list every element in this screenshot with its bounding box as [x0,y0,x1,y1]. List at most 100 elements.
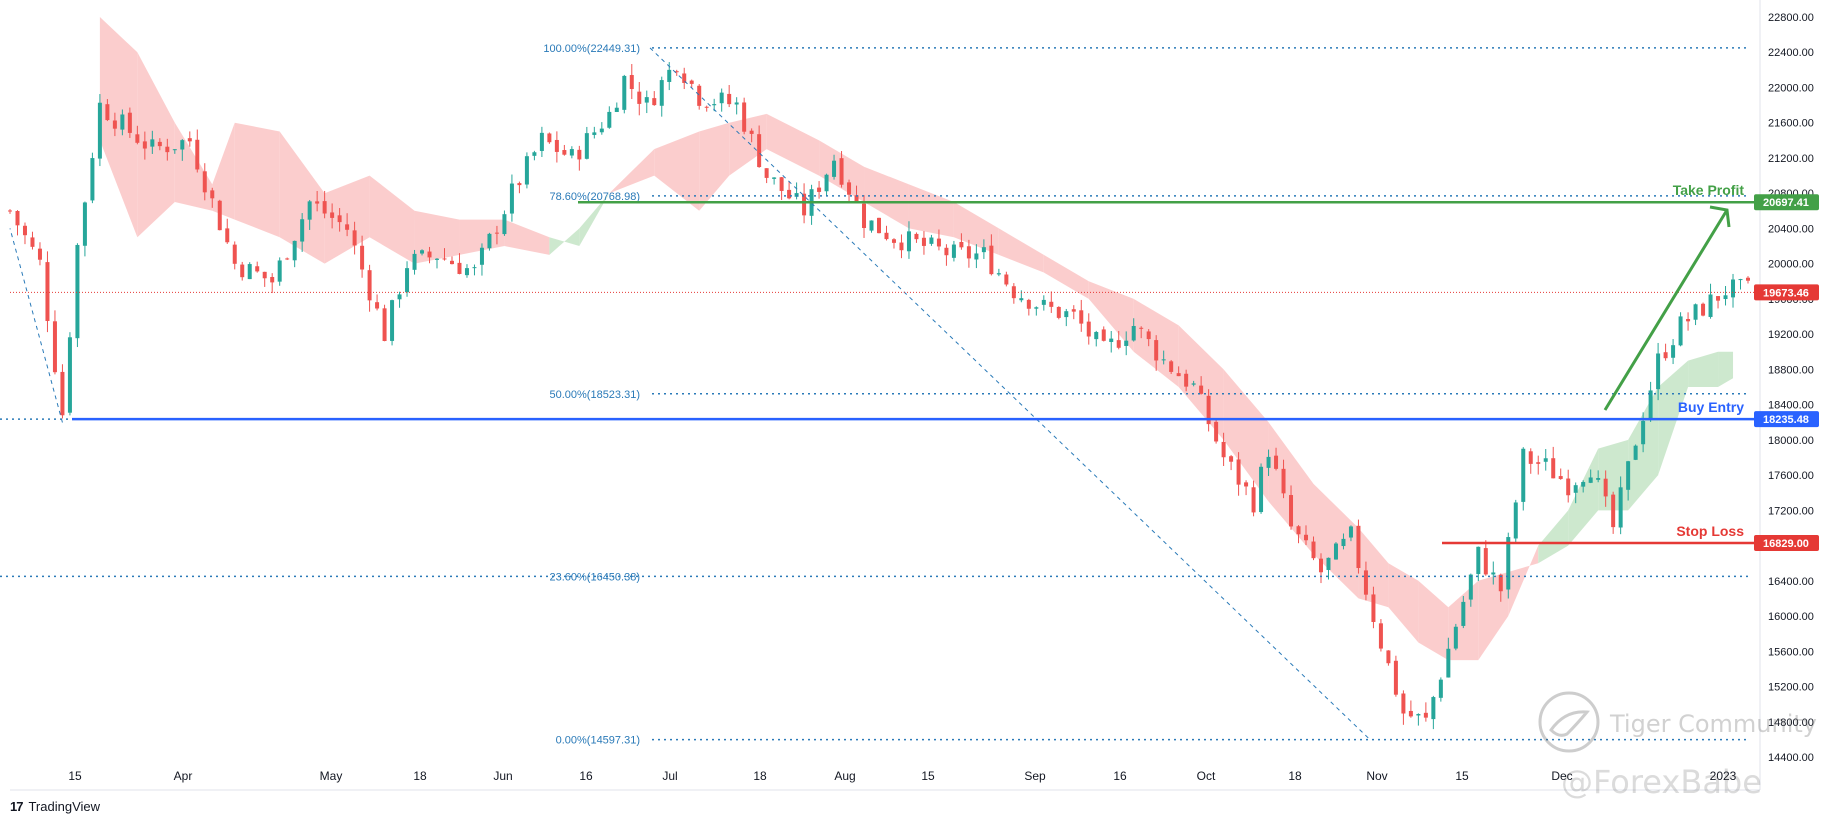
candle-body [1401,693,1406,714]
candle-body [727,93,732,105]
x-tick-label: 15 [68,769,82,783]
candle-body [375,302,380,309]
candle-down [547,132,552,144]
candle-up [464,264,469,278]
candle-body [1513,502,1518,539]
candle-body [906,231,911,252]
candle-body [757,134,762,168]
candle-body [15,210,20,226]
candle-body [787,189,792,199]
candle-body [457,262,462,274]
candle-up [869,220,874,233]
candle-body [959,241,964,248]
y-tick-label: 15600.00 [1768,646,1814,658]
candle-down [966,239,971,268]
candle-down [322,190,327,219]
candle-body [1438,679,1443,698]
candle-body [52,321,57,373]
candle-down [1206,389,1211,432]
candle-body [1169,361,1174,372]
candle-down [1551,446,1556,479]
cloud-segment-bearish [174,122,213,211]
cloud-segment-bullish [1718,351,1734,387]
candle-body [37,248,42,260]
candle-body [1116,340,1121,348]
candle-body [1468,574,1473,600]
fib-trend-line [649,47,1371,740]
candle-up [1416,713,1421,726]
x-tick-label: Oct [1197,769,1216,783]
y-tick-label: 17600.00 [1768,470,1814,482]
candle-down [1686,312,1691,331]
candle-up [97,94,102,167]
candle-up [1446,637,1451,678]
tradingview-brand[interactable]: 17 TradingView [10,799,100,814]
candle-body [899,242,904,251]
candle-up [772,177,777,185]
candle-down [1079,299,1084,332]
candle-body [1034,307,1039,309]
candle-down [1169,359,1174,374]
candle-body [1618,487,1623,528]
candle-body [1124,340,1129,346]
x-tick-label: 15 [1455,769,1469,783]
take-profit-price-tag-text: 20697.41 [1763,197,1809,209]
candle-down [52,310,57,375]
candle-body [1041,299,1046,305]
candle-body [1244,482,1249,487]
candle-body [1498,574,1503,592]
candle-down [899,234,904,259]
candle-body [360,245,365,270]
candle-body [420,250,425,254]
watermark-handle: @ForexBabe [1561,763,1762,801]
candle-body [1633,445,1638,460]
candle-body [1296,526,1301,535]
tradingview-logo: 17 [10,799,24,814]
candle-body [1558,476,1563,479]
candle-body [1259,466,1264,513]
cloud-segment-bearish [1508,545,1539,617]
candle-down [22,222,27,245]
candle-up [1064,308,1069,327]
cloud-segment-bullish [1658,360,1689,476]
cloud-segment-bullish [549,228,580,255]
take-profit-price-tag: 20697.41 [1754,194,1819,211]
candle-body [667,69,672,82]
candle-up [1131,318,1136,342]
candle-body [30,237,35,247]
candle-down [337,208,342,232]
candle-up [1581,480,1586,493]
candle-body [1746,277,1750,281]
candle-body [1004,274,1009,285]
x-tick-label: Sep [1024,769,1046,783]
stop-loss-price-tag-text: 16829.00 [1763,538,1809,550]
cloud-segment-bearish [1388,563,1419,643]
candle-up [1161,350,1166,365]
candle-up [1521,447,1526,511]
candle-up [1596,470,1601,483]
candle-body [1304,534,1309,541]
candle-body [1236,459,1241,485]
candle-down [112,112,117,137]
cloud-segment-bearish [279,131,325,264]
candle-down [959,233,964,250]
candle-body [944,247,949,256]
candle-body [1408,710,1413,717]
candle-body [966,246,971,259]
candle-body [397,294,402,300]
candle-up [1348,525,1353,542]
cloud-segment-bearish [137,52,175,238]
candle-body [734,102,739,105]
candle-body [1274,455,1279,469]
candle-body [1521,448,1526,502]
candle-body [285,258,290,260]
candle-down [1393,655,1398,697]
candle-body [839,158,844,185]
y-tick-label: 20000.00 [1768,259,1814,271]
candle-up [1626,460,1631,501]
candle-body [1431,697,1436,720]
candle-body [337,215,342,223]
candle-down [1214,419,1219,444]
candle-up [180,139,185,161]
